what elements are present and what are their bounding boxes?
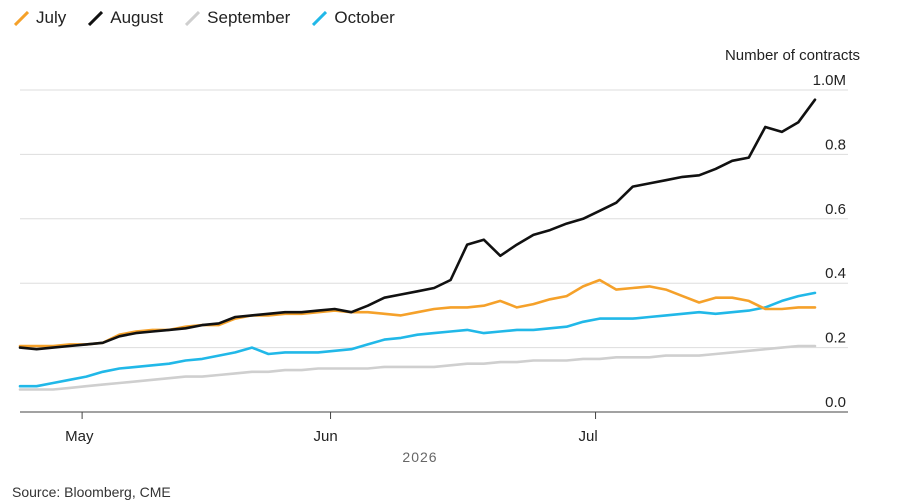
series-lines <box>18 98 817 391</box>
y-tick-label: 0.0 <box>825 394 846 411</box>
gridlines <box>20 89 848 413</box>
legend-swatch-october <box>312 10 328 26</box>
series-line-july <box>18 278 817 348</box>
series-line-october <box>18 291 817 388</box>
x-tick-label: May <box>65 428 94 445</box>
legend-swatch-august <box>88 10 104 26</box>
legend-label-july: July <box>36 8 67 27</box>
legend-label-october: October <box>334 8 395 27</box>
legend-label-august: August <box>110 8 164 27</box>
series-line-september <box>18 344 817 391</box>
x-axis: May Jun Jul <box>65 412 598 445</box>
y-tick-label: 0.8 <box>825 136 846 153</box>
x-axis-label: 2026 <box>402 449 437 465</box>
x-tick-label: Jun <box>314 428 338 445</box>
y-axis-title: Number of contracts <box>725 47 860 64</box>
legend-slash-august <box>88 10 104 26</box>
y-tick-label: 1.0M <box>813 72 846 89</box>
legend-item-july: July <box>14 8 66 28</box>
legend: July August September October <box>14 8 395 28</box>
legend-label-september: September <box>207 8 291 27</box>
x-tick-label: Jul <box>579 428 598 445</box>
legend-swatch-july <box>14 10 29 26</box>
legend-item-august: August <box>88 8 163 28</box>
source-note: Source: Bloomberg, CME <box>12 484 171 500</box>
y-axis: 0.0 0.2 0.4 0.6 0.8 1.0M <box>813 72 846 411</box>
legend-slash-july <box>14 10 29 26</box>
legend-item-october: October <box>312 8 395 28</box>
y-tick-label: 0.6 <box>825 201 846 218</box>
series-line-august <box>18 98 817 351</box>
y-tick-label: 0.2 <box>825 330 846 347</box>
legend-slash-october <box>312 10 328 26</box>
y-tick-label: 0.4 <box>825 265 846 282</box>
legend-item-september: September <box>185 8 290 28</box>
line-chart: 0.0 0.2 0.4 0.6 0.8 1.0M May Jun Jul Number of … <box>18 47 860 465</box>
legend-slash-september <box>185 10 201 26</box>
legend-swatch-september <box>185 10 201 26</box>
